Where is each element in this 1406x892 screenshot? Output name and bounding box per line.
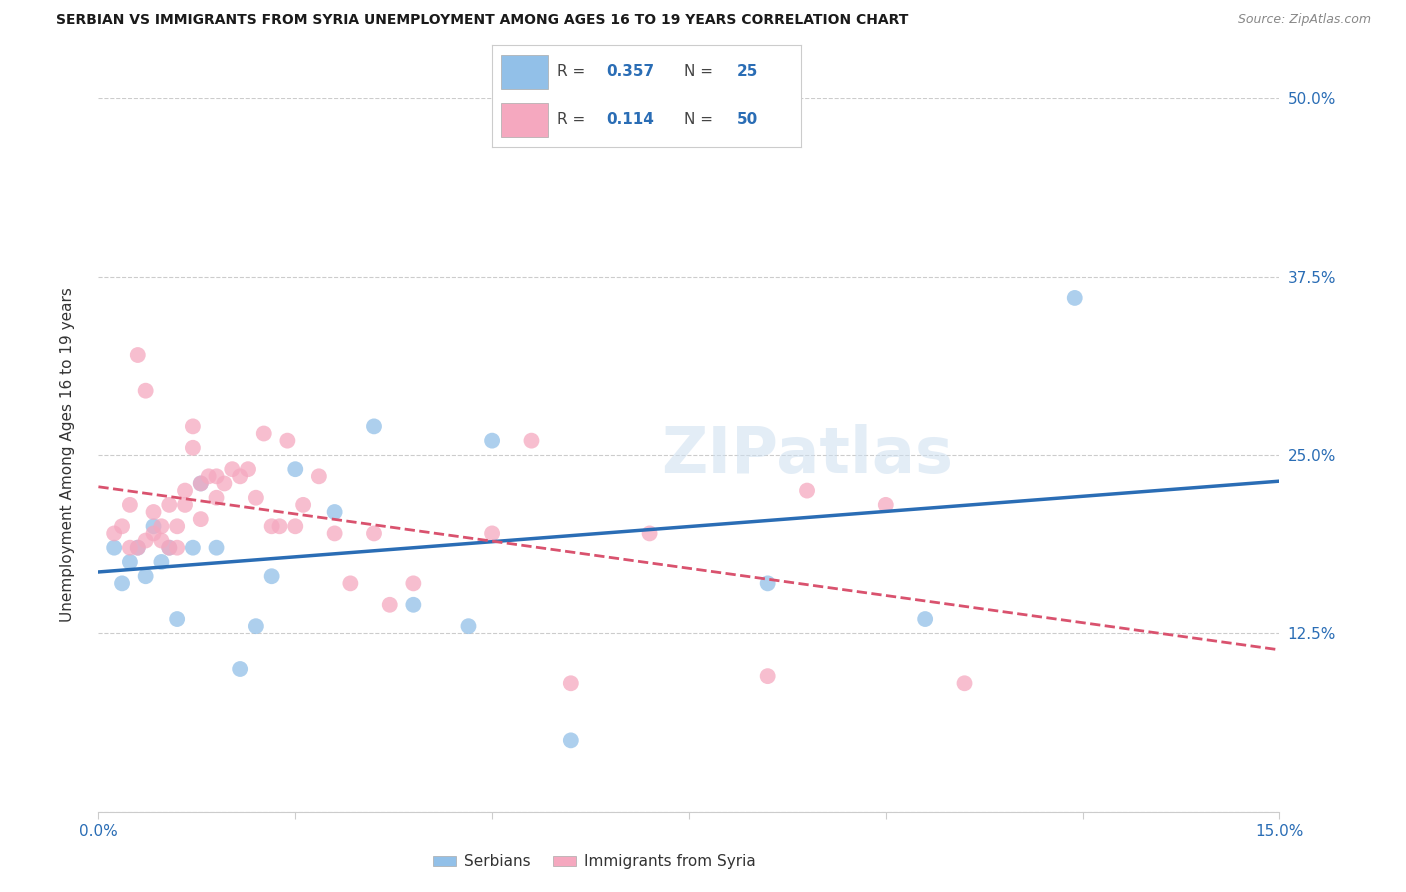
Point xyxy=(118,555,141,569)
Point xyxy=(127,541,149,555)
Point xyxy=(481,526,503,541)
Point xyxy=(560,733,582,747)
Point xyxy=(260,569,283,583)
Text: SERBIAN VS IMMIGRANTS FROM SYRIA UNEMPLOYMENT AMONG AGES 16 TO 19 YEARS CORRELAT: SERBIAN VS IMMIGRANTS FROM SYRIA UNEMPLO… xyxy=(56,13,908,28)
Text: R =: R = xyxy=(557,64,585,79)
Point xyxy=(284,462,307,476)
Point xyxy=(150,555,173,569)
Bar xyxy=(502,55,548,88)
Legend: Serbians, Immigrants from Syria: Serbians, Immigrants from Syria xyxy=(427,848,762,875)
Point xyxy=(142,526,165,541)
Point xyxy=(127,541,149,555)
Point xyxy=(150,533,173,548)
Text: 0.114: 0.114 xyxy=(606,112,654,128)
Point xyxy=(111,576,134,591)
Point xyxy=(190,476,212,491)
Point xyxy=(875,498,897,512)
Point xyxy=(166,519,188,533)
Point xyxy=(229,469,252,483)
Point xyxy=(197,469,219,483)
Point xyxy=(205,491,228,505)
Point xyxy=(245,619,267,633)
Point xyxy=(323,505,346,519)
Point xyxy=(363,526,385,541)
Point xyxy=(229,662,252,676)
Point xyxy=(284,519,307,533)
Point xyxy=(111,519,134,533)
Point xyxy=(308,469,330,483)
Point xyxy=(157,541,180,555)
Point xyxy=(118,541,141,555)
Text: N =: N = xyxy=(683,112,713,128)
Point xyxy=(166,612,188,626)
Point xyxy=(276,434,298,448)
Point xyxy=(157,541,180,555)
Point xyxy=(181,419,204,434)
Point xyxy=(245,491,267,505)
Text: R =: R = xyxy=(557,112,585,128)
Point xyxy=(135,384,157,398)
Point xyxy=(292,498,315,512)
Point xyxy=(166,541,188,555)
Point xyxy=(118,498,141,512)
Point xyxy=(181,441,204,455)
Point xyxy=(181,541,204,555)
Point xyxy=(253,426,276,441)
Point xyxy=(378,598,401,612)
Point xyxy=(157,498,180,512)
Point xyxy=(457,619,479,633)
Point xyxy=(142,519,165,533)
Point xyxy=(402,598,425,612)
Point xyxy=(914,612,936,626)
Point xyxy=(323,526,346,541)
Text: 25: 25 xyxy=(737,64,758,79)
Point xyxy=(127,348,149,362)
Point xyxy=(953,676,976,690)
Point xyxy=(205,469,228,483)
Text: 50: 50 xyxy=(737,112,758,128)
Point xyxy=(1063,291,1085,305)
Point xyxy=(638,526,661,541)
Bar xyxy=(502,103,548,137)
Point xyxy=(756,576,779,591)
Text: ZIPatlas: ZIPatlas xyxy=(661,424,953,486)
Point xyxy=(135,569,157,583)
Point xyxy=(135,533,157,548)
Point xyxy=(363,419,385,434)
Y-axis label: Unemployment Among Ages 16 to 19 years: Unemployment Among Ages 16 to 19 years xyxy=(60,287,75,623)
Point xyxy=(150,519,173,533)
Point xyxy=(796,483,818,498)
Point xyxy=(560,676,582,690)
Text: Source: ZipAtlas.com: Source: ZipAtlas.com xyxy=(1237,13,1371,27)
Point xyxy=(174,483,197,498)
Point xyxy=(190,476,212,491)
Point xyxy=(214,476,236,491)
Point xyxy=(190,512,212,526)
Text: N =: N = xyxy=(683,64,713,79)
Point xyxy=(236,462,259,476)
Point xyxy=(520,434,543,448)
Point xyxy=(174,498,197,512)
Point xyxy=(221,462,243,476)
Point xyxy=(481,434,503,448)
Point xyxy=(103,526,125,541)
Point xyxy=(402,576,425,591)
Point xyxy=(205,541,228,555)
Point xyxy=(756,669,779,683)
Point xyxy=(103,541,125,555)
Text: 0.357: 0.357 xyxy=(606,64,655,79)
Point xyxy=(142,505,165,519)
Point xyxy=(339,576,361,591)
Point xyxy=(269,519,291,533)
Point xyxy=(260,519,283,533)
